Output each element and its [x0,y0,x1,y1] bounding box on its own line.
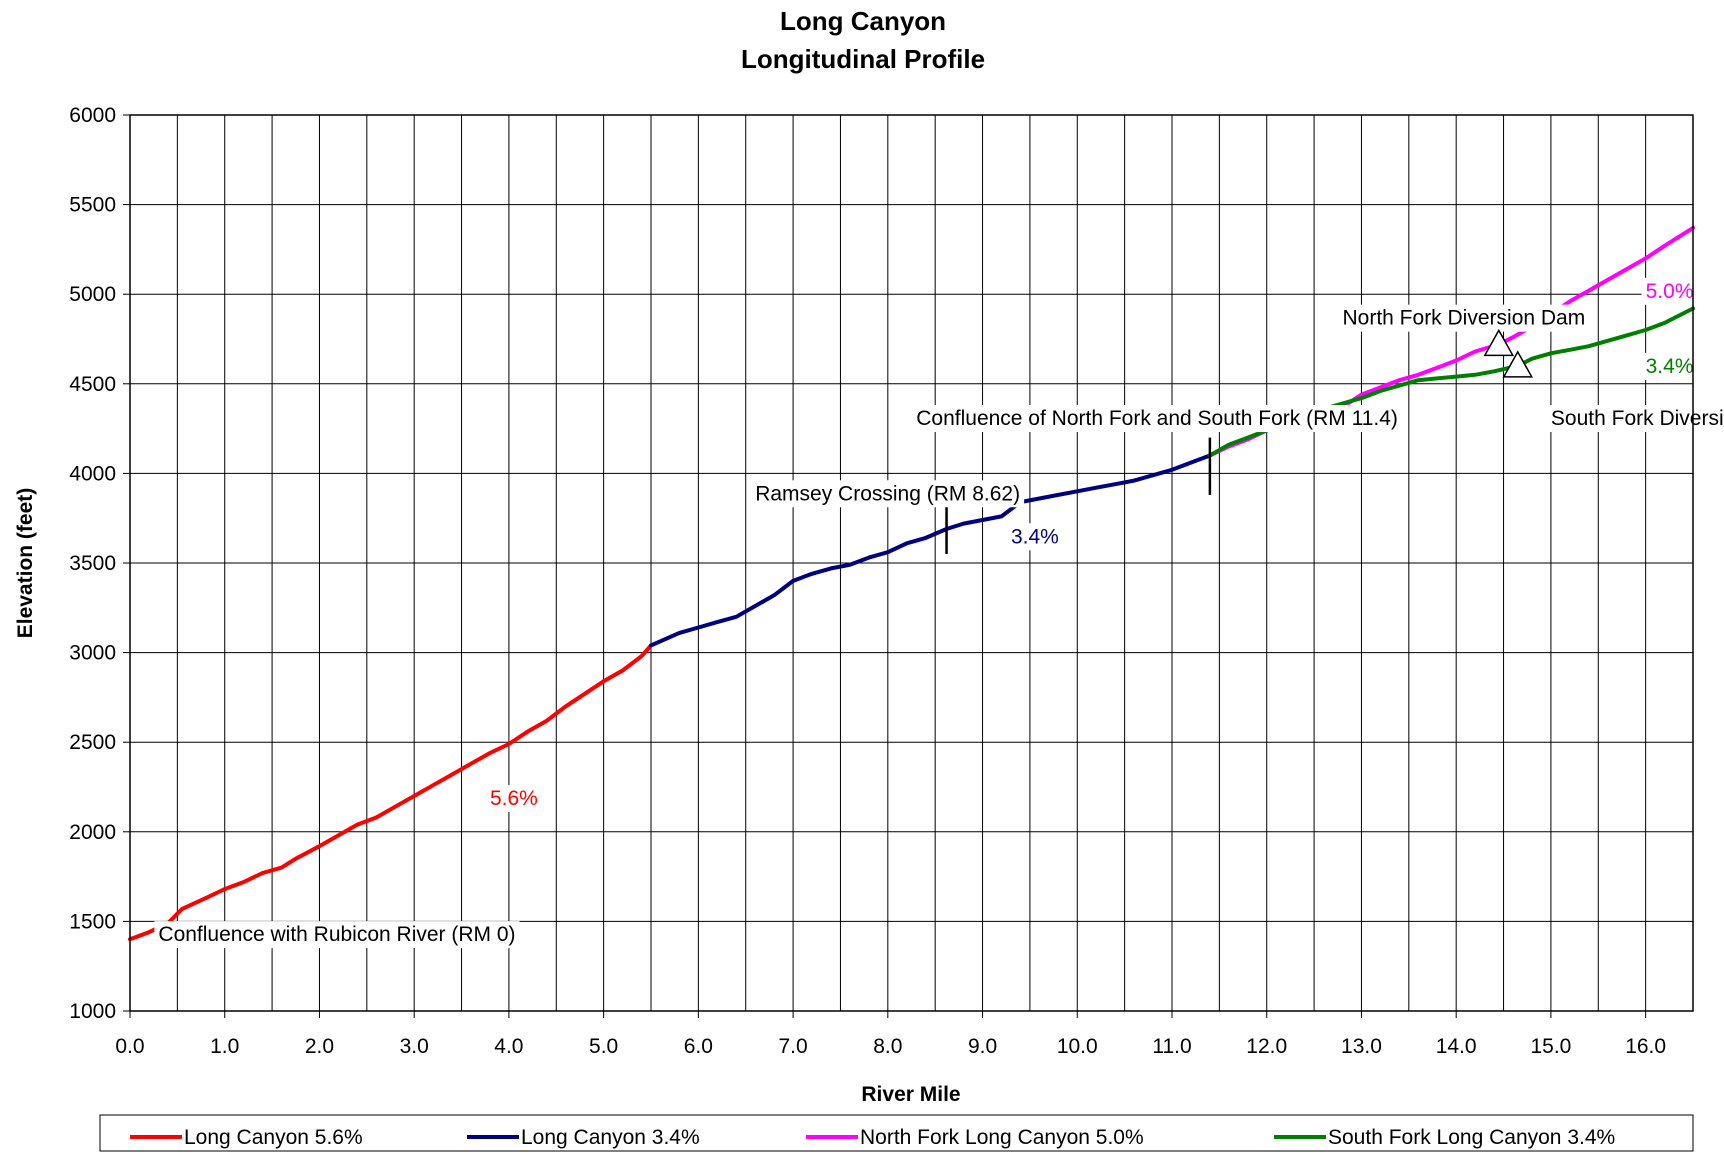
y-tick-label: 3500 [69,552,116,575]
annotation-text: Confluence with Rubicon River (RM 0) [158,923,515,946]
x-axis-label: River Mile [861,1083,960,1106]
annotation-5: Confluence of North Fork and South Fork … [912,405,1402,433]
x-tick-label: 0.0 [115,1035,144,1058]
annotation-background [1641,353,1698,381]
annotation-2: 5.6% [485,784,542,812]
series-line-1 [128,643,653,942]
annotation-background [912,405,1402,433]
x-tick-label: 13.0 [1341,1035,1382,1058]
annotation-background [1546,405,1724,433]
x-tick-label: 6.0 [684,1035,713,1058]
annotation-layer: Confluence with Rubicon River (RM 0) 5.6%… [154,277,1724,949]
x-tick-label: 7.0 [778,1035,807,1058]
marker-layer [1483,328,1534,378]
legend-entry-4: South Fork Long Canyon 3.4% [1274,1126,1615,1149]
annotation-background [1641,277,1698,305]
annotation-text: South Fork Diversion Dam [1551,407,1724,430]
legend-label: South Fork Long Canyon 3.4% [1328,1126,1615,1149]
legend-box [99,1114,1694,1152]
annotation-background [1338,304,1590,332]
x-tick-label: 15.0 [1530,1035,1571,1058]
x-tick-label: 5.0 [589,1035,618,1058]
y-tick-label: 4000 [69,462,116,485]
annotation-7: 5.0% [1641,277,1698,305]
x-tick-label: 1.0 [210,1035,239,1058]
annotation-text: North Fork Diversion Dam [1343,307,1586,330]
annotation-9: South Fork Diversion Dam [1546,405,1724,433]
series-layer [128,225,1695,942]
legend-label: North Fork Long Canyon 5.0% [860,1126,1144,1149]
legend-label: Long Canyon 3.4% [521,1126,700,1149]
chart-title: Long Canyon [780,6,946,36]
x-tick-label: 12.0 [1246,1035,1287,1058]
x-tick-label: 14.0 [1436,1035,1477,1058]
y-tick-label: 3000 [69,642,116,665]
annotation-8: 3.4% [1641,353,1698,381]
annotation-background [485,784,542,812]
legend-label: Long Canyon 5.6% [184,1126,363,1149]
x-tick-label: 3.0 [400,1035,429,1058]
chart-subtitle: Longitudinal Profile [741,44,985,74]
legend-entry-2: Long Canyon 3.4% [467,1126,700,1149]
x-tick-label: 2.0 [305,1035,334,1058]
y-tick-label: 5500 [69,194,116,217]
annotation-text: 3.4% [1011,525,1059,548]
annotation-background [1006,523,1063,551]
annotation-text: Confluence of North Fork and South Fork … [916,407,1398,430]
triangle-marker [1483,328,1515,357]
legend: Long Canyon 5.6% Long Canyon 3.4% North Fo… [99,1114,1694,1152]
series-line-2 [649,453,1212,648]
annotation-text: 5.6% [490,787,538,810]
y-tick-label: 2500 [69,731,116,754]
y-tick-label: 5000 [69,283,116,306]
grid-layer [130,115,1693,1011]
reference-tick-layer [945,437,1212,555]
triangle-marker [1502,350,1534,378]
y-tick-label: 4500 [69,373,116,396]
annotation-background [154,921,520,949]
x-tick-label: 11.0 [1152,1035,1191,1058]
y-axis-label: Elevation (feet) [14,488,37,639]
annotation-4: 3.4% [1006,523,1063,551]
x-tick-label: 8.0 [873,1035,902,1058]
y-tick-label: 6000 [69,104,116,127]
y-tick-label: 2000 [69,821,116,844]
annotation-text: 3.4% [1646,355,1694,378]
x-tick-label: 4.0 [494,1035,523,1058]
legend-entry-3: North Fork Long Canyon 5.0% [806,1126,1144,1149]
annotation-background [751,480,1025,508]
x-tick-label: 9.0 [968,1035,997,1058]
x-tick-label: 10.0 [1057,1035,1098,1058]
y-tick-label: 1500 [69,910,116,933]
annotation-1: Confluence with Rubicon River (RM 0) [154,921,520,949]
annotation-6: North Fork Diversion Dam [1338,304,1590,332]
annotation-text: Ramsey Crossing (RM 8.62) [755,482,1020,505]
y-tick-label: 1000 [69,1000,116,1023]
annotation-text: 5.0% [1646,280,1694,303]
annotation-3: Ramsey Crossing (RM 8.62) [751,480,1025,508]
x-tick-label: 16.0 [1625,1035,1666,1058]
axis-layer: 0.0 1.0 2.0 3.0 4.0 5.0 6.0 7.0 8.0 9.0 10.0 11.0 12… [69,104,1694,1058]
legend-entry-1: Long Canyon 5.6% [130,1126,363,1149]
